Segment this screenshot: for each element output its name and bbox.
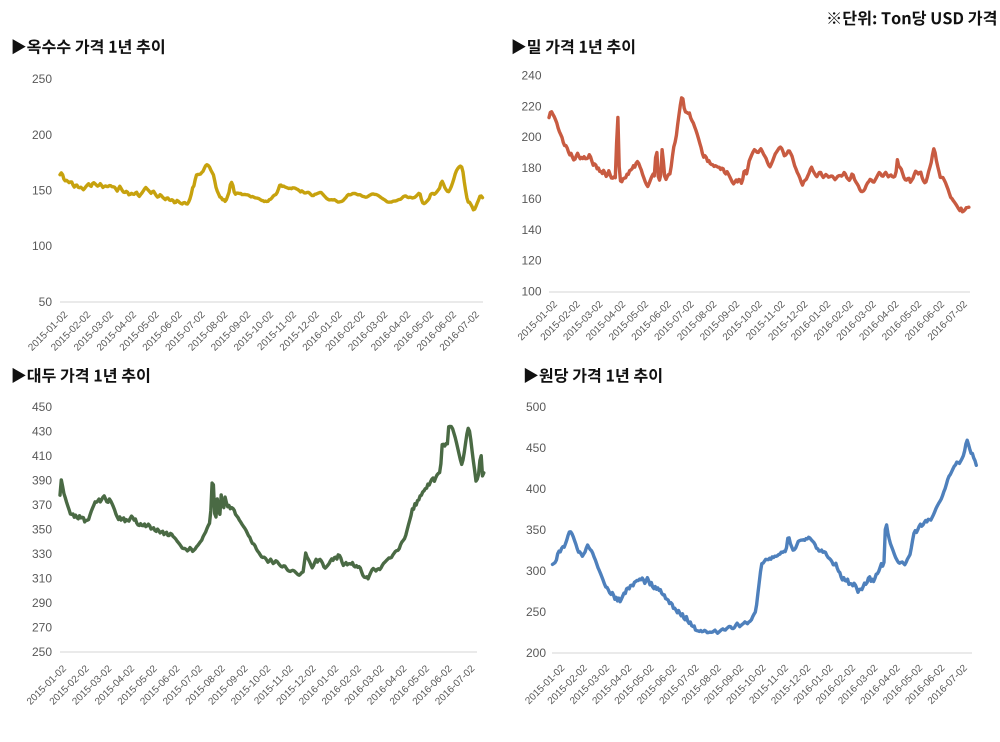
svg-text:310: 310 — [32, 572, 52, 586]
svg-text:150: 150 — [32, 184, 52, 198]
svg-text:220: 220 — [521, 99, 541, 113]
svg-text:50: 50 — [39, 295, 53, 309]
svg-text:500: 500 — [526, 400, 546, 414]
svg-text:200: 200 — [521, 130, 541, 144]
svg-text:180: 180 — [521, 161, 541, 175]
svg-text:300: 300 — [526, 564, 546, 578]
svg-text:450: 450 — [526, 441, 546, 455]
svg-text:250: 250 — [32, 72, 52, 86]
svg-text:160: 160 — [521, 192, 541, 206]
svg-text:400: 400 — [526, 482, 546, 496]
svg-text:200: 200 — [32, 128, 52, 142]
svg-text:120: 120 — [521, 254, 541, 268]
svg-text:100: 100 — [521, 285, 541, 299]
svg-text:450: 450 — [32, 400, 52, 414]
svg-text:250: 250 — [526, 605, 546, 619]
svg-text:370: 370 — [32, 498, 52, 512]
svg-text:430: 430 — [32, 425, 52, 439]
svg-text:390: 390 — [32, 474, 52, 488]
svg-text:250: 250 — [32, 645, 52, 659]
svg-text:350: 350 — [526, 523, 546, 537]
svg-text:330: 330 — [32, 547, 52, 561]
svg-text:140: 140 — [521, 223, 541, 237]
svg-text:240: 240 — [521, 69, 541, 83]
svg-text:350: 350 — [32, 523, 52, 537]
svg-text:100: 100 — [32, 239, 52, 253]
svg-text:270: 270 — [32, 621, 52, 635]
svg-text:410: 410 — [32, 449, 52, 463]
svg-text:290: 290 — [32, 596, 52, 610]
svg-text:200: 200 — [526, 646, 546, 660]
